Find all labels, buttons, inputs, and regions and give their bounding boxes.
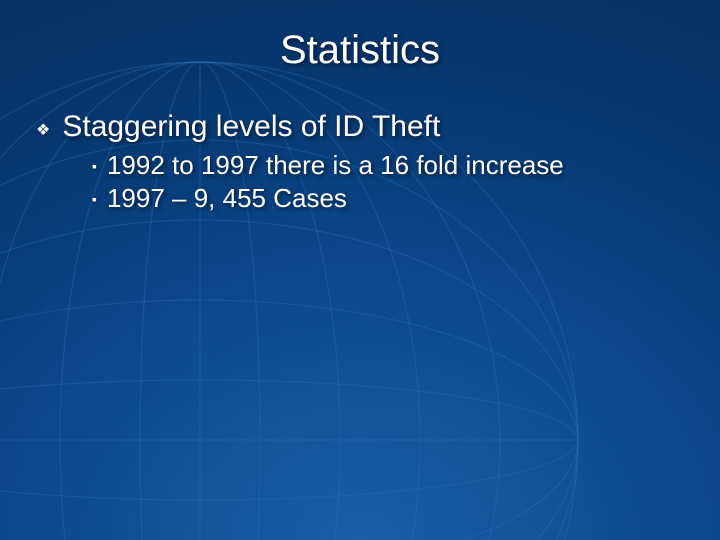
diamond-bullet-icon: ❖ bbox=[36, 120, 50, 140]
slide-title: Statistics bbox=[0, 28, 720, 73]
slide-body: ❖ Staggering levels of ID Theft ▪ 1992 t… bbox=[36, 110, 700, 216]
bullet-lvl2-text: 1997 – 9, 455 Cases bbox=[107, 183, 347, 214]
bullet-lvl2: ▪ 1992 to 1997 there is a 16 fold increa… bbox=[92, 150, 700, 181]
bullet-lvl1-text: Staggering levels of ID Theft bbox=[62, 110, 440, 144]
square-bullet-icon: ▪ bbox=[92, 191, 97, 207]
slide: Statistics ❖ Staggering levels of ID The… bbox=[0, 0, 720, 540]
bullet-lvl2: ▪ 1997 – 9, 455 Cases bbox=[92, 183, 700, 214]
bullet-lvl1: ❖ Staggering levels of ID Theft bbox=[36, 110, 700, 144]
bullet-lvl2-group: ▪ 1992 to 1997 there is a 16 fold increa… bbox=[92, 150, 700, 214]
bullet-lvl2-text: 1992 to 1997 there is a 16 fold increase bbox=[107, 150, 564, 181]
square-bullet-icon: ▪ bbox=[92, 158, 97, 174]
